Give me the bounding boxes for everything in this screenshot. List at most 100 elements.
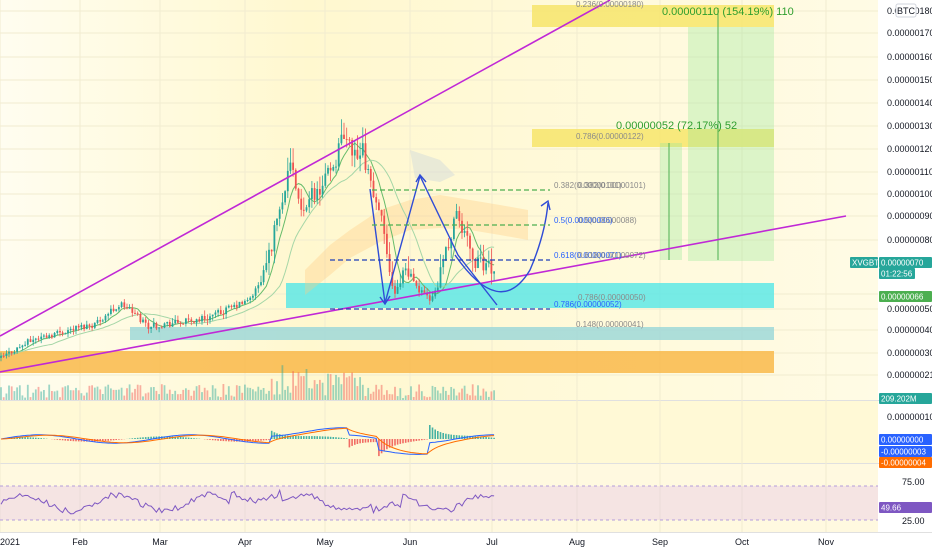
candle-body[interactable] [150,326,152,329]
candle-body[interactable] [18,347,21,349]
candle-body[interactable] [265,263,268,271]
candle-body[interactable] [75,325,77,331]
candle-body[interactable] [399,283,402,288]
candle-body[interactable] [386,233,388,255]
candle-body[interactable] [447,247,450,249]
rsi-pane[interactable] [0,464,878,532]
candle-body[interactable] [246,300,249,301]
candle-body[interactable] [56,331,59,333]
candle-body[interactable] [190,319,193,322]
candle-body[interactable] [48,335,51,338]
candle-body[interactable] [410,273,412,277]
candle-body[interactable] [83,325,85,330]
candle-body[interactable] [485,263,487,271]
candle-body[interactable] [305,207,308,211]
candle-body[interactable] [482,257,485,271]
candle-body[interactable] [198,319,201,322]
candle-body[interactable] [10,351,13,354]
candle-body[interactable] [115,309,118,311]
candle-body[interactable] [345,139,348,140]
candle-body[interactable] [364,143,367,170]
candle-body[interactable] [353,149,356,156]
candle-body[interactable] [142,319,144,323]
volume-badge-bg[interactable] [879,393,932,404]
currency-badge[interactable] [895,3,917,18]
macd-pane[interactable] [0,401,878,463]
candle-body[interactable] [297,188,300,199]
candle-body[interactable] [477,257,479,268]
candle-body[interactable] [101,320,104,322]
candle-body[interactable] [187,318,190,320]
candle-body[interactable] [139,314,142,323]
candle-body[interactable] [474,259,477,268]
candle-body[interactable] [445,247,447,261]
countdown-badge-bg[interactable] [879,268,915,279]
candle-body[interactable] [284,191,286,203]
candle-body[interactable] [182,323,185,325]
measure-box-lower[interactable] [660,143,682,260]
candle-body[interactable] [219,310,222,314]
candle-body[interactable] [402,270,404,284]
candle-body[interactable] [8,351,10,354]
candle-body[interactable] [43,335,45,337]
candle-body[interactable] [93,322,96,328]
candle-body[interactable] [335,166,337,168]
candle-body[interactable] [316,189,319,200]
candle-body[interactable] [120,302,123,307]
candle-body[interactable] [300,198,303,210]
candle-body[interactable] [396,287,399,294]
candle-body[interactable] [372,180,375,198]
candle-body[interactable] [453,218,455,239]
symbol-badge-bg[interactable] [850,257,878,268]
candle-body[interactable] [311,188,313,200]
candle-body[interactable] [136,313,139,315]
candle-body[interactable] [235,304,238,308]
candle-body[interactable] [369,169,372,181]
candle-body[interactable] [308,199,311,208]
candle-body[interactable] [375,197,378,203]
candle-body[interactable] [152,323,155,327]
candle-body[interactable] [230,305,233,307]
candle-body[interactable] [118,307,120,310]
candle-body[interactable] [431,296,434,301]
candle-body[interactable] [244,300,246,304]
candle-body[interactable] [5,353,8,356]
support-zone[interactable] [286,283,774,308]
candle-body[interactable] [238,301,241,308]
candle-body[interactable] [254,288,257,296]
candle-body[interactable] [72,328,75,331]
candle-body[interactable] [461,220,463,233]
candle-body[interactable] [327,167,329,174]
candle-body[interactable] [313,188,316,200]
candle-body[interactable] [324,173,327,186]
candle-body[interactable] [332,167,335,171]
candle-body[interactable] [26,339,29,345]
candle-body[interactable] [423,290,426,293]
candle-body[interactable] [321,185,324,195]
candle-body[interactable] [16,347,18,352]
candle-body[interactable] [361,143,364,156]
candle-body[interactable] [158,327,160,329]
candle-body[interactable] [418,285,420,293]
level-badge-bg[interactable] [879,281,932,292]
candle-body[interactable] [227,305,230,308]
candle-body[interactable] [466,230,469,236]
candle-body[interactable] [493,271,495,274]
target-zone-lower[interactable] [532,129,774,147]
candle-body[interactable] [96,320,99,323]
candle-body[interactable] [241,301,244,304]
candle-body[interactable] [77,325,80,328]
candle-body[interactable] [319,189,321,195]
candle-body[interactable] [439,267,442,288]
channel-upper-line[interactable] [0,0,611,337]
candle-body[interactable] [147,322,150,329]
candle-body[interactable] [126,307,128,309]
candle-body[interactable] [64,333,67,335]
candle-body[interactable] [34,338,37,340]
candle-body[interactable] [434,290,437,297]
candle-body[interactable] [40,336,43,339]
candle-body[interactable] [201,316,203,322]
candle-body[interactable] [211,314,214,317]
histogram-value-badge-bg[interactable] [879,457,932,468]
